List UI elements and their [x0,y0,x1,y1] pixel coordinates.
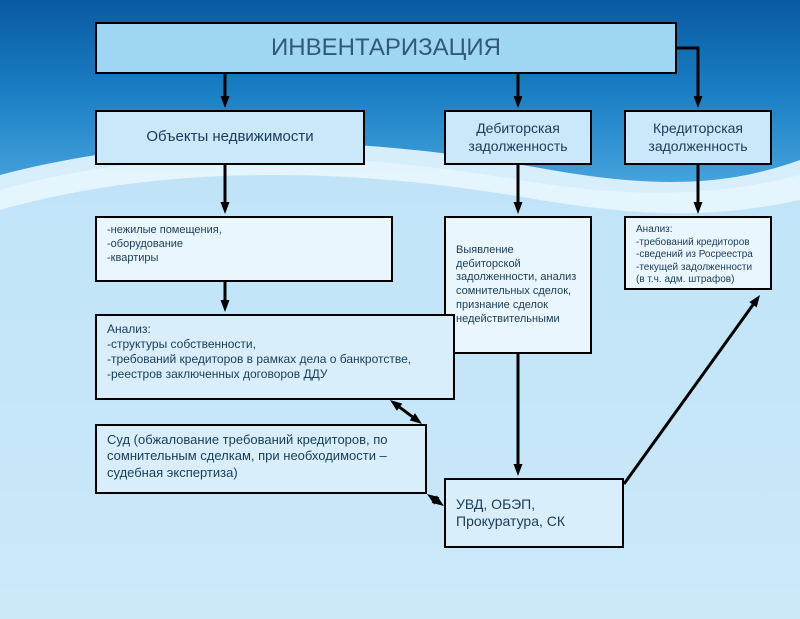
node-objects: Объекты недвижимости [95,110,365,165]
node-credit_detail: Анализ: -требований кредиторов -сведений… [624,216,772,290]
node-label: Анализ: -структуры собственности, -требо… [107,322,411,381]
node-title: ИНВЕНТАРИЗАЦИЯ [95,22,677,74]
background-gradient [0,0,800,619]
node-court: Суд (обжалование требований кредиторов, … [95,424,427,494]
node-label: УВД, ОБЭП, Прокуратура, СК [456,496,565,531]
node-label: Кредиторская задолженность [636,118,760,157]
node-police: УВД, ОБЭП, Прокуратура, СК [444,478,624,548]
node-debit_detail: Выявление дебиторской задолженности, ана… [444,216,592,354]
node-label: Анализ: -требований кредиторов -сведений… [636,224,753,285]
node-obj_list: -нежилые помещения, -оборудование -кварт… [95,216,393,282]
node-analysis: Анализ: -структуры собственности, -требо… [95,314,455,400]
node-label: Суд (обжалование требований кредиторов, … [107,432,388,480]
node-label: -нежилые помещения, -оборудование -кварт… [107,224,222,264]
node-label: Дебиторская задолженность [456,118,580,157]
diagram-canvas: ИНВЕНТАРИЗАЦИЯ Объекты недвижимости Дебито… [0,0,800,619]
node-debit: Дебиторская задолженность [444,110,592,165]
node-label: ИНВЕНТАРИЗАЦИЯ [107,30,665,66]
node-label: Выявление дебиторской задолженности, ана… [456,244,580,327]
node-credit: Кредиторская задолженность [624,110,772,165]
node-label: Объекты недвижимости [107,118,353,157]
